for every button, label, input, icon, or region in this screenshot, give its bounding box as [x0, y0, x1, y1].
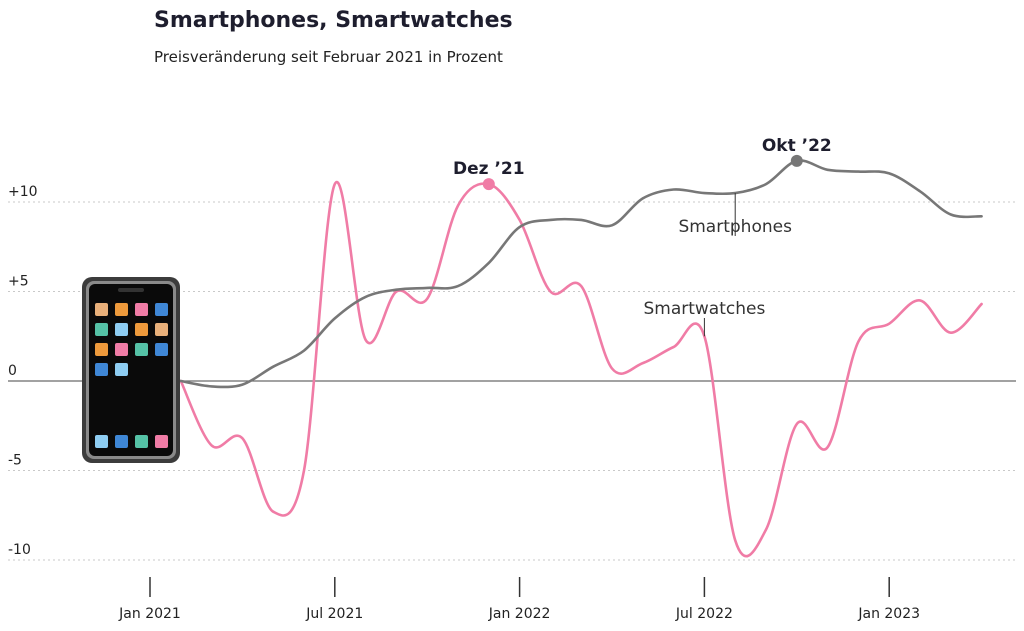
x-tick-label: Jan 2021	[118, 606, 181, 622]
x-tick-label: Jan 2022	[488, 606, 551, 622]
app-icon	[95, 303, 108, 316]
dock-icon	[135, 435, 148, 448]
app-icon	[95, 323, 108, 336]
peak-marker	[482, 178, 495, 191]
dock-icon	[95, 435, 108, 448]
y-tick-label: +5	[8, 274, 29, 290]
series-label-smartwatches: Smartwatches	[643, 299, 765, 319]
app-icon	[115, 343, 128, 356]
chart-title: Smartphones, Smartwatches	[154, 8, 513, 33]
app-icon	[115, 323, 128, 336]
dock-icon	[115, 435, 128, 448]
x-tick-label: Jan 2023	[857, 606, 920, 622]
app-icon	[135, 323, 148, 336]
app-icon	[135, 303, 148, 316]
y-axis: +10 +5 0 -5 -10	[8, 184, 38, 558]
dock-icon	[155, 435, 168, 448]
smartphones-line	[179, 159, 983, 389]
app-icon	[155, 323, 168, 336]
y-tick-label: -5	[8, 453, 22, 469]
app-icon	[155, 303, 168, 316]
app-icon	[115, 363, 128, 376]
x-tick-label: Jul 2022	[675, 606, 733, 622]
chart-subtitle: Preisveränderung seit Februar 2021 in Pr…	[154, 48, 503, 66]
peak-annotation: Dez ’21	[453, 159, 525, 179]
y-tick-label: -10	[8, 542, 31, 558]
smartwatches-line	[179, 180, 983, 558]
peak-annotation: Okt ’22	[762, 136, 832, 156]
y-tick-label: +10	[8, 184, 38, 200]
app-icon	[115, 303, 128, 316]
app-icon	[135, 343, 148, 356]
peak-marker	[790, 154, 803, 167]
series-lines	[179, 159, 983, 558]
app-icon	[95, 363, 108, 376]
x-axis: Jan 2021 Jul 2021 Jan 2022 Jul 2022 Jan 2023	[118, 577, 920, 622]
y-tick-label: 0	[8, 363, 17, 379]
series-labels: Smartphones Smartwatches Dez ’21 Okt ’22	[453, 136, 832, 337]
series-label-smartphones: Smartphones	[678, 217, 792, 237]
smartphone-icon	[82, 277, 180, 463]
x-tick-label: Jul 2021	[305, 606, 363, 622]
app-icon	[95, 343, 108, 356]
app-icon	[155, 343, 168, 356]
